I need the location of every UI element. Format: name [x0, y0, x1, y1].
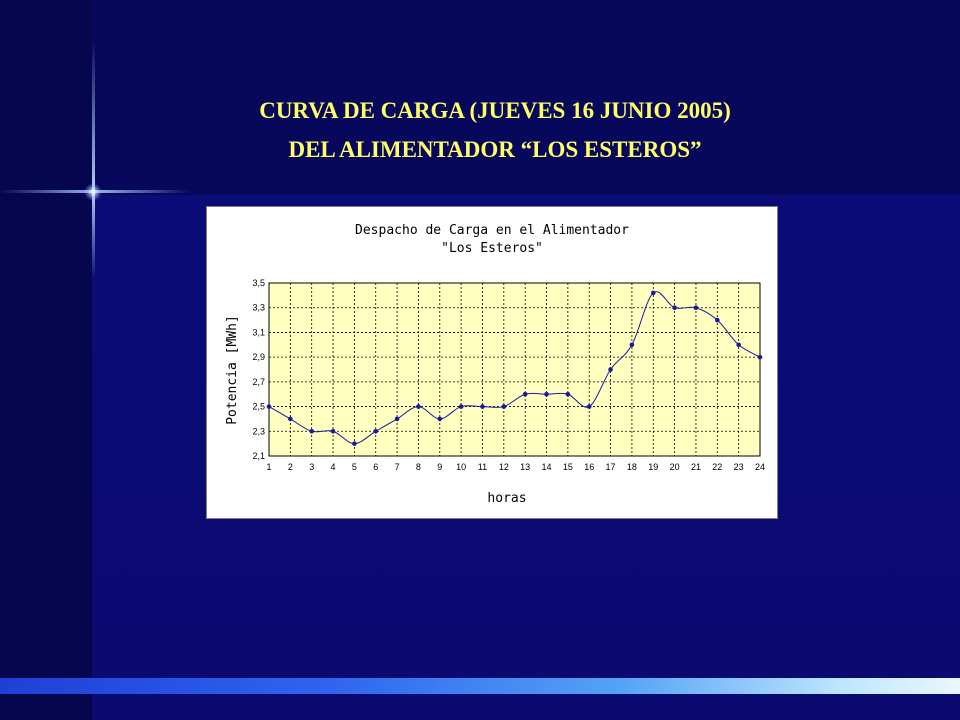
x-tick-label: 2	[288, 462, 293, 472]
data-point	[458, 404, 464, 409]
y-tick-label: 3,5	[252, 278, 265, 288]
x-tick-label: 22	[712, 462, 722, 472]
y-tick-label: 3,3	[252, 303, 265, 313]
x-tick-label: 5	[352, 462, 357, 472]
y-tick-label: 2,7	[252, 377, 265, 387]
data-point	[352, 441, 357, 446]
y-tick-label: 2,9	[252, 352, 265, 362]
data-point	[416, 404, 421, 409]
chart-container: Despacho de Carga en el Alimentador "Los…	[206, 206, 778, 519]
x-tick-label: 24	[755, 462, 765, 472]
data-point	[608, 367, 613, 372]
x-tick-label: 1	[266, 462, 271, 472]
light-flare-vertical	[92, 40, 95, 280]
y-tick-labels: 2,1 2,3 2,5 2,7 2,9 3,1 3,3 3,5	[252, 278, 265, 461]
x-axis-label: horas	[487, 491, 526, 506]
y-tick-label: 2,5	[252, 402, 265, 412]
x-tick-label: 23	[734, 462, 744, 472]
x-tick-label: 3	[309, 462, 314, 472]
x-tick-label: 19	[648, 462, 658, 472]
data-point	[309, 428, 314, 434]
grid-lines	[269, 283, 760, 456]
data-point	[757, 354, 763, 360]
x-tick-label: 13	[520, 462, 530, 472]
x-tick-label: 21	[691, 462, 701, 472]
data-point	[736, 342, 741, 348]
data-point	[437, 416, 443, 422]
data-point	[565, 391, 571, 397]
data-point	[693, 305, 699, 311]
y-axis-label: Potencia [MWh]	[225, 315, 240, 425]
slide-title-line-2: DEL ALIMENTADOR “LOS ESTEROS”	[288, 137, 702, 162]
data-point	[629, 342, 635, 348]
slide-header-background	[0, 0, 960, 195]
data-point	[288, 416, 293, 422]
data-point	[544, 391, 549, 397]
x-tick-label: 17	[606, 462, 616, 472]
x-tick-label: 15	[563, 462, 573, 472]
x-tick-label: 14	[542, 462, 552, 472]
data-point	[650, 290, 656, 296]
bottom-gradient-bar	[0, 678, 960, 694]
data-point	[715, 317, 720, 323]
x-tick-label: 8	[416, 462, 421, 472]
x-tick-label: 18	[627, 462, 637, 472]
slide-title-line-1: CURVA DE CARGA (JUEVES 16 JUNIO 2005)	[259, 98, 731, 123]
data-point	[266, 404, 272, 409]
data-point	[480, 404, 485, 409]
x-tick-label: 16	[584, 462, 594, 472]
y-tick-label: 2,1	[252, 451, 265, 461]
x-tick-label: 6	[373, 462, 378, 472]
data-point	[394, 416, 400, 422]
data-point	[330, 428, 336, 434]
x-tick-label: 11	[478, 462, 487, 472]
x-tick-label: 9	[437, 462, 442, 472]
y-tick-label: 3,1	[252, 327, 265, 337]
x-tick-label: 7	[395, 462, 400, 472]
light-flare-center	[84, 183, 102, 201]
data-point	[373, 428, 379, 434]
data-point	[501, 404, 507, 409]
data-point	[522, 391, 528, 397]
y-tick-label: 2,3	[252, 426, 265, 436]
x-tick-labels: 1 2 3 4 5 6 7 8 9 10 11 12 13 14 15 16 17 18 19 20 21 22 23 24	[266, 462, 765, 472]
x-tick-label: 20	[670, 462, 680, 472]
series-group	[266, 290, 763, 446]
x-tick-label: 12	[499, 462, 509, 472]
slide-left-band	[0, 0, 92, 720]
data-point	[672, 305, 677, 311]
x-tick-label: 4	[331, 462, 336, 472]
chart-title-line-2: "Los Esteros"	[441, 241, 543, 256]
load-curve-chart: Despacho de Carga en el Alimentador "Los…	[225, 223, 765, 506]
data-point	[586, 404, 592, 409]
x-tick-label: 10	[456, 462, 466, 472]
chart-title-line-1: Despacho de Carga en el Alimentador	[355, 223, 629, 238]
plot-area	[268, 282, 761, 457]
